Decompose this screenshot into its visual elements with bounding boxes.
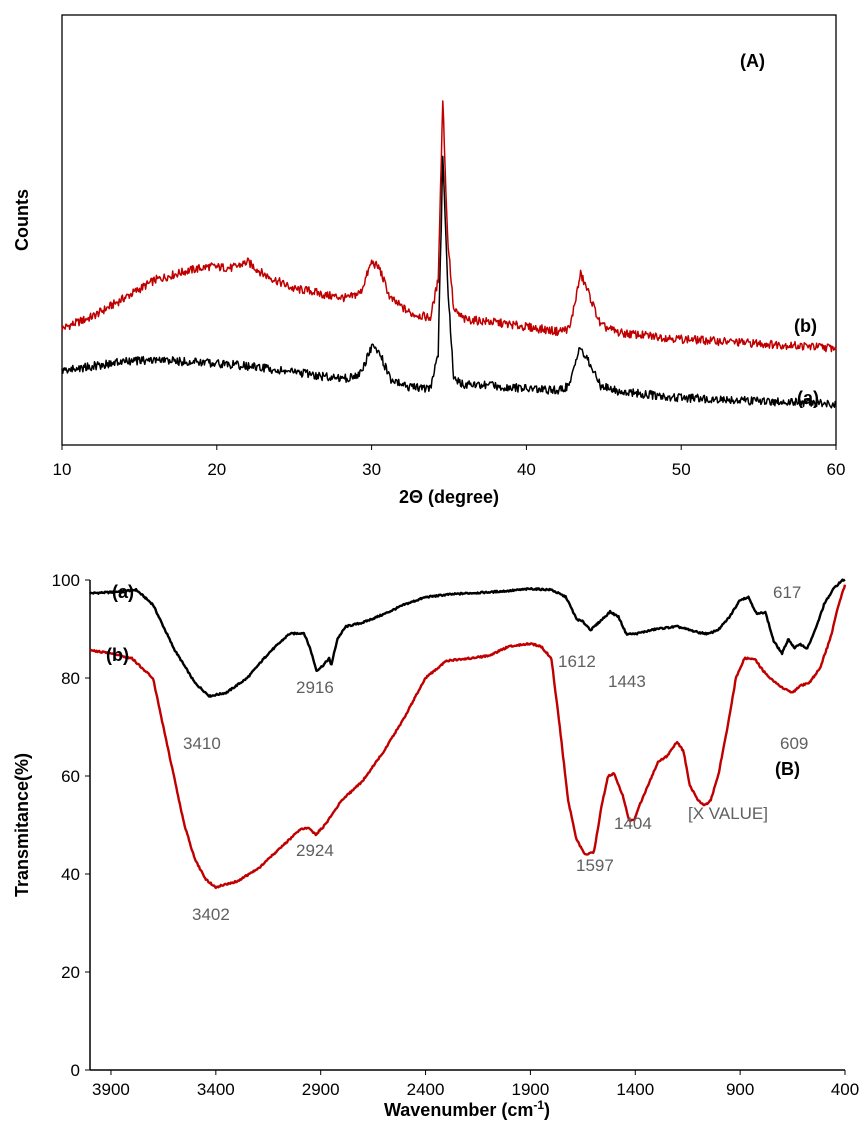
ftir-x-ticks: 3900 3400 2900 2400 1900 1400 900 400 (92, 1070, 859, 1099)
ftir-series-line-1 (89, 584, 847, 890)
ftir-x-axis-title-close: ) (544, 1100, 550, 1120)
xrd-series-line-0 (61, 100, 837, 353)
peak-label-609: 609 (780, 734, 808, 753)
xrd-x-tick-label: 60 (827, 460, 846, 479)
ftir-x-axis-title-main: Wavenumber (cm (384, 1100, 533, 1120)
ftir-y-tick-label: 100 (52, 571, 80, 590)
xrd-series-label-a: (a) (797, 388, 819, 408)
ftir-y-tick-label: 40 (61, 865, 80, 884)
ftir-x-tick-label: 2400 (407, 1080, 445, 1099)
peak-label-2924: 2924 (296, 841, 334, 860)
xrd-panel-label: (A) (740, 51, 765, 71)
peak-label-3410: 3410 (183, 734, 221, 753)
peak-label-1597: 1597 (576, 856, 614, 875)
peak-label-2916: 2916 (296, 678, 334, 697)
ftir-panel-label: (B) (775, 759, 800, 779)
xrd-x-tick-label: 20 (207, 460, 226, 479)
xrd-plot-frame (61, 14, 837, 446)
ftir-series-label-a: (a) (112, 582, 134, 602)
xrd-chart: 10 20 30 40 50 60 (A) (b) (a) 2Θ (degree) Cou… (12, 14, 846, 507)
xrd-x-ticks: 10 20 30 40 50 60 (53, 445, 846, 479)
xrd-series-label-b: (b) (794, 316, 817, 336)
xrd-x-tick-label: 30 (362, 460, 381, 479)
ftir-y-tick-label: 80 (61, 669, 80, 688)
ftir-x-tick-label: 2900 (302, 1080, 340, 1099)
xrd-x-tick-label: 10 (53, 460, 72, 479)
ftir-y-tick-label: 20 (61, 963, 80, 982)
ftir-series-label-b: (b) (106, 645, 129, 665)
ftir-series-line-0 (89, 578, 846, 698)
ftir-x-tick-label: 400 (831, 1080, 859, 1099)
ftir-y-ticks: 0 20 40 60 80 100 (52, 571, 90, 1080)
peak-label-1612: 1612 (558, 652, 596, 671)
peak-label-1404: 1404 (614, 814, 652, 833)
xrd-y-axis-title: Counts (12, 189, 32, 251)
ftir-chart: 3900 3400 2900 2400 1900 1400 900 400 0 20 40 60 80… (12, 571, 859, 1120)
xrd-x-tick-label: 50 (672, 460, 691, 479)
ftir-x-tick-label: 3400 (197, 1080, 235, 1099)
ftir-x-axis-title: Wavenumber (cm-1) (384, 1098, 550, 1120)
peak-label-3402: 3402 (192, 905, 230, 924)
ftir-y-tick-label: 0 (71, 1061, 80, 1080)
ftir-x-tick-label: 1400 (616, 1080, 654, 1099)
peak-label-1443: 1443 (608, 672, 646, 691)
ftir-x-tick-label: 1900 (512, 1080, 550, 1099)
xrd-series-line-1 (61, 155, 837, 409)
ftir-x-tick-label: 900 (726, 1080, 754, 1099)
ftir-x-axis-title-superscript: -1 (533, 1098, 544, 1112)
peak-label-617: 617 (773, 583, 801, 602)
xrd-x-tick-label: 40 (517, 460, 536, 479)
peak-label-x-value: [X VALUE] (688, 804, 768, 823)
xrd-series-group (61, 100, 837, 409)
xrd-x-axis-title: 2Θ (degree) (399, 487, 499, 507)
ftir-x-tick-label: 3900 (92, 1080, 130, 1099)
ftir-y-tick-label: 60 (61, 767, 80, 786)
ftir-series-group (89, 578, 847, 890)
ftir-y-axis-title: Transmitance(%) (12, 753, 32, 897)
